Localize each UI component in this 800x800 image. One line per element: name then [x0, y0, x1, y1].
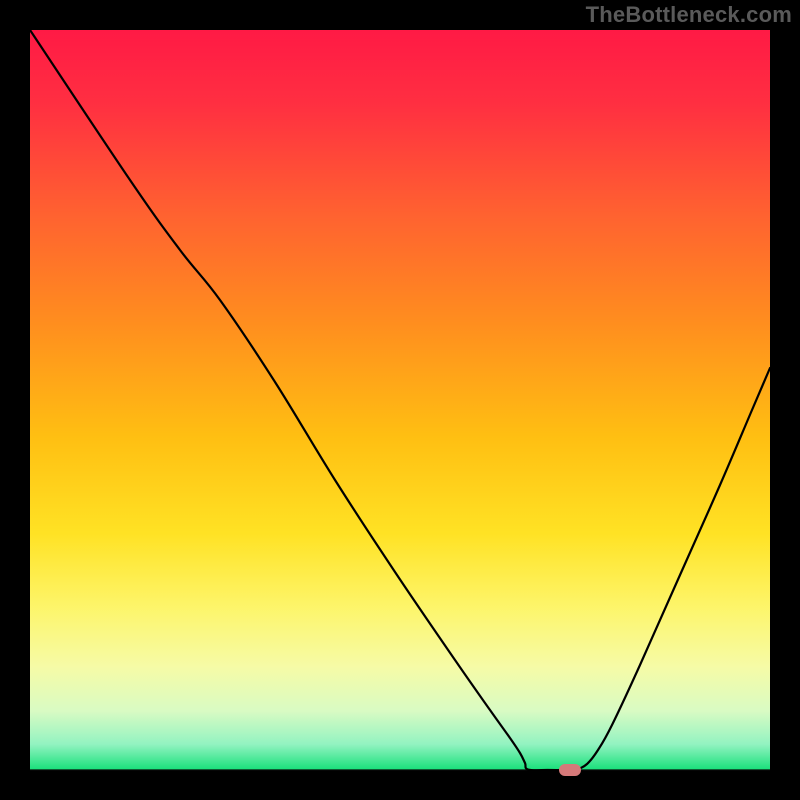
- plot-background: [30, 30, 770, 770]
- watermark-text: TheBottleneck.com: [586, 2, 792, 28]
- minimum-marker: [559, 764, 581, 776]
- chart-frame: TheBottleneck.com: [0, 0, 800, 800]
- plot-svg: [0, 0, 800, 800]
